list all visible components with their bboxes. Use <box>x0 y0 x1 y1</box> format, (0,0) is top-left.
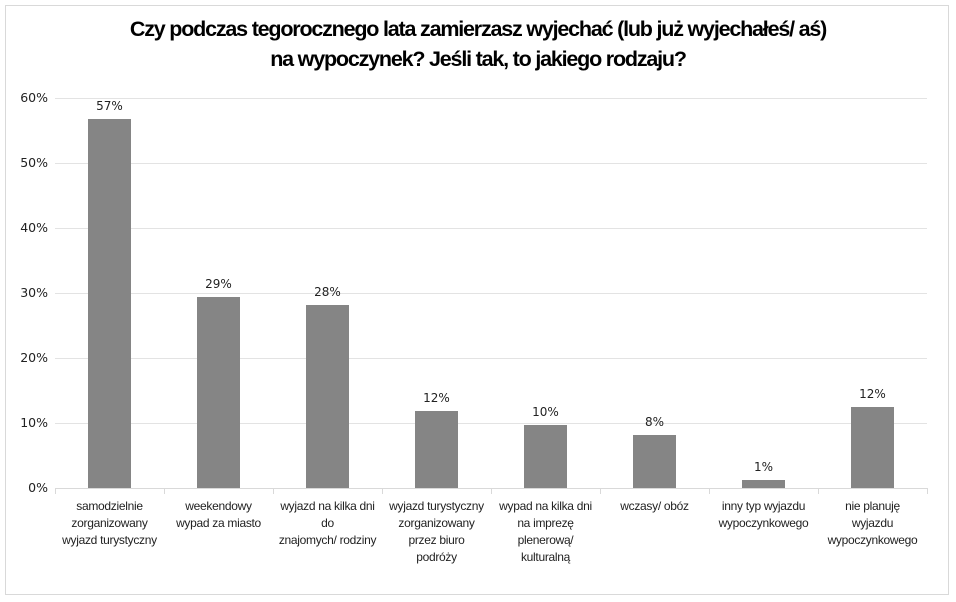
chart-frame <box>5 5 949 595</box>
data-label: 8% <box>644 414 665 429</box>
data-label: 1% <box>753 459 774 474</box>
x-category-label-line: inny typ wyjazdu <box>721 499 806 513</box>
gridline <box>55 293 927 294</box>
gridline <box>55 98 927 99</box>
bar <box>633 434 676 488</box>
x-category-label: wyjazd na kilka dni do znajomych/ rodziny <box>273 498 382 549</box>
x-tick <box>709 488 710 494</box>
x-category-label-line: wypad na kilka dni <box>499 499 592 513</box>
x-category-label-line: znajomych/ rodziny <box>278 533 377 547</box>
x-category-label-line: samodzielnie <box>76 499 143 513</box>
x-category-label: wyjazd turystyczny zorganizowany przez biu… <box>382 498 491 566</box>
gridline <box>55 358 927 359</box>
x-category-label: weekendowy wypad za miasto <box>164 498 273 532</box>
y-tick-label: 20% <box>20 350 48 365</box>
x-category-label-line: przez biuro <box>408 533 465 547</box>
y-tick-label: 50% <box>20 155 48 170</box>
x-category-label: inny typ wyjazdu wypoczynkowego <box>709 498 818 532</box>
bar <box>415 411 458 488</box>
x-category-label-line: na imprezę <box>517 516 574 530</box>
gridline <box>55 163 927 164</box>
y-tick-label: 40% <box>20 220 48 235</box>
data-label: 29% <box>205 276 232 291</box>
data-label: 28% <box>314 284 341 299</box>
x-category-label: wypad na kilka dni na imprezę plenerową/ku… <box>491 498 600 566</box>
x-category-label-line: plenerową/ <box>517 533 574 547</box>
x-category-label-line: zorganizowany <box>398 516 475 530</box>
y-tick-label: 30% <box>20 285 48 300</box>
bar <box>88 118 131 488</box>
x-category-label: nie planuję wyjazdu wypoczynkowego <box>818 498 927 549</box>
bar <box>742 479 785 488</box>
data-label: 12% <box>423 391 450 406</box>
data-label: 10% <box>532 404 559 419</box>
x-tick <box>600 488 601 494</box>
data-label: 57% <box>96 98 123 113</box>
data-label: 12% <box>859 387 886 402</box>
x-category-label: wczasy/ obóz <box>600 498 709 515</box>
x-category-label: samodzielnie zorganizowany wyjazd turystyc… <box>55 498 164 549</box>
y-tick-label: 60% <box>20 90 48 105</box>
x-tick <box>382 488 383 494</box>
chart-title-line-1: Czy podczas tegorocznego lata zamierzasz… <box>129 17 827 41</box>
chart-title-line-2: na wypoczynek? Jeśli tak, to jakiego rod… <box>270 47 687 71</box>
x-category-label-line: wypoczynkowego <box>718 516 809 530</box>
x-tick <box>55 488 56 494</box>
gridline <box>55 228 927 229</box>
x-tick <box>927 488 928 494</box>
x-category-label-line: wczasy/ obóz <box>620 499 689 513</box>
bar <box>197 296 240 488</box>
y-tick-label: 10% <box>20 415 48 430</box>
x-category-label-line: wyjazd turystyczny <box>62 533 157 547</box>
y-tick-label: 0% <box>28 480 48 495</box>
x-category-label-line: wypoczynkowego <box>827 533 918 547</box>
bar <box>851 407 894 488</box>
x-category-label-line: nie planuję <box>845 499 900 513</box>
x-tick <box>491 488 492 494</box>
chart-title: Czy podczas tegorocznego lata zamierzasz… <box>0 14 956 74</box>
bar <box>524 424 567 488</box>
x-category-label-line: weekendowy <box>185 499 252 513</box>
x-category-label-line: wyjazd turystyczny <box>389 499 484 513</box>
x-category-label-line: kulturalną <box>520 550 571 564</box>
x-category-label-line: zorganizowany <box>71 516 148 530</box>
x-tick <box>164 488 165 494</box>
x-category-label-line: wyjazdu <box>851 516 894 530</box>
x-category-label-line: wyjazd na kilka dni <box>280 499 375 513</box>
gridline <box>55 423 927 424</box>
x-category-label-line: podróży <box>416 550 457 564</box>
x-tick <box>818 488 819 494</box>
plot-area: 57% 29% 28% 12% 10% 8% 1% 12% <box>55 98 928 494</box>
x-category-label-line: do <box>321 516 334 530</box>
x-category-label-line: wypad za miasto <box>176 516 261 530</box>
x-tick <box>273 488 274 494</box>
bar <box>306 304 349 488</box>
